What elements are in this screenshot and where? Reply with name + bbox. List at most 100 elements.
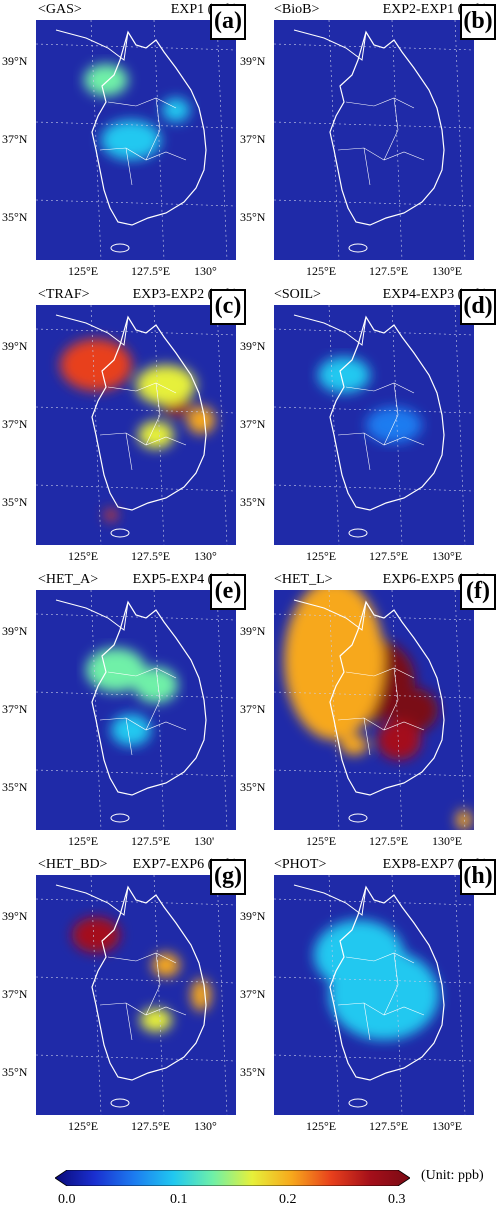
- longitude-label: 125°E: [68, 1119, 99, 1133]
- coastline: [293, 29, 367, 61]
- longitude-label: 130': [194, 834, 215, 848]
- graticule-parallel: [36, 1054, 236, 1062]
- latitude-label: 35°N: [2, 1065, 28, 1079]
- panel-f: <HET_L> EXP6-EXP5 (ppb) (f) 39°N 37°N 35°N…: [240, 570, 500, 855]
- colorbar-tick: 0.1: [170, 1192, 188, 1207]
- map-svg: [36, 875, 236, 1115]
- coastline: [329, 885, 445, 1081]
- panel-d: <SOIL> EXP4-EXP3 (ppb) (d) 39°N 37°N 35°N 1…: [240, 285, 500, 570]
- graticule-meridian: [391, 20, 403, 260]
- longitude-label: 130°E: [432, 264, 463, 278]
- latitude-label: 35°N: [2, 780, 28, 794]
- graticule-meridian: [454, 20, 466, 260]
- graticule-meridian: [454, 875, 466, 1115]
- graticule-parallel: [36, 976, 236, 984]
- longitude-label: 130°: [194, 549, 217, 563]
- longitude-label: 125°E: [306, 834, 337, 848]
- panel-scheme-label: <TRAF>: [38, 287, 90, 302]
- graticule-parallel: [274, 691, 474, 699]
- latitude-label: 39°N: [2, 624, 28, 638]
- province-boundary: [99, 382, 187, 471]
- panel-h: <PHOT> EXP8-EXP7 (ppb) (h) 39°N 37°N 35°N 1…: [240, 855, 500, 1140]
- jeju-island: [348, 1098, 368, 1108]
- latitude-label: 35°N: [240, 495, 266, 509]
- map-background: [36, 590, 236, 830]
- graticule-meridian: [90, 305, 102, 545]
- coastline: [91, 315, 207, 511]
- graticule-meridian: [391, 590, 403, 830]
- panel-letter: (h): [460, 859, 496, 895]
- graticule-parallel: [274, 484, 474, 492]
- panel-letter: (b): [460, 4, 496, 40]
- longitude-label: 125°E: [68, 834, 99, 848]
- concentration-hotspot: [111, 714, 151, 746]
- concentration-hotspot: [191, 979, 211, 1011]
- concentration-hotspot: [456, 810, 472, 830]
- panel-letter: (a): [210, 4, 246, 40]
- longitude-label: 127.5°E: [369, 549, 409, 563]
- longitude-label: 127.5°E: [131, 264, 171, 278]
- panel-scheme-label: <SOIL>: [274, 287, 321, 302]
- graticule-parallel: [36, 43, 236, 51]
- graticule-parallel: [36, 484, 236, 492]
- graticule-parallel: [36, 898, 236, 906]
- latitude-label: 39°N: [240, 339, 266, 353]
- graticule-meridian: [153, 875, 165, 1115]
- panel-g: <HET_BD> EXP7-EXP6 (ppb) (g) 39°N 37°N 35°…: [0, 855, 250, 1140]
- longitude-label: 127.5°E: [131, 834, 171, 848]
- graticule-meridian: [90, 20, 102, 260]
- longitude-label: 125°E: [306, 1119, 337, 1133]
- graticule-parallel: [274, 43, 474, 51]
- map-plot: [36, 305, 236, 545]
- map-plot: [274, 590, 474, 830]
- colorbar-tick: 0.0: [58, 1192, 76, 1207]
- coastline: [293, 599, 367, 631]
- panel-letter: (f): [460, 574, 496, 610]
- map-plot: [36, 590, 236, 830]
- graticule-parallel: [36, 691, 236, 699]
- latitude-label: 37°N: [240, 987, 266, 1001]
- graticule-meridian: [328, 875, 340, 1115]
- latitude-label: 37°N: [240, 132, 266, 146]
- latitude-label: 39°N: [240, 909, 266, 923]
- jeju-island: [348, 528, 368, 538]
- concentration-hotspot: [105, 509, 117, 521]
- latitude-label: 37°N: [2, 702, 28, 716]
- concentration-hotspot: [84, 64, 128, 96]
- coastline: [329, 30, 445, 226]
- latitude-label: 35°N: [2, 210, 28, 224]
- graticule-parallel: [274, 1054, 474, 1062]
- jeju-island: [110, 528, 130, 538]
- graticule-meridian: [90, 875, 102, 1115]
- panel-letter: (g): [210, 859, 246, 895]
- concentration-hotspot: [318, 357, 370, 393]
- latitude-label: 39°N: [2, 339, 28, 353]
- map-background: [274, 20, 474, 260]
- province-boundary: [337, 97, 425, 186]
- longitude-label: 130°: [194, 1119, 217, 1133]
- map-svg: [274, 590, 474, 830]
- graticule-meridian: [328, 590, 340, 830]
- concentration-hotspot: [187, 406, 215, 434]
- concentration-hotspot: [152, 953, 180, 977]
- coastline: [55, 314, 129, 346]
- graticule-parallel: [274, 121, 474, 129]
- longitude-label: 130°: [194, 264, 217, 278]
- concentration-hotspot: [366, 407, 422, 443]
- map-plot: [274, 875, 474, 1115]
- longitude-label: 125°E: [68, 264, 99, 278]
- map-plot: [274, 20, 474, 260]
- map-plot: [274, 305, 474, 545]
- province-boundary: [337, 382, 425, 471]
- latitude-label: 37°N: [2, 417, 28, 431]
- panel-scheme-label: <HET_L>: [274, 572, 333, 587]
- concentration-hotspot: [162, 98, 190, 122]
- longitude-label: 125°E: [306, 264, 337, 278]
- longitude-label: 130°E: [432, 834, 463, 848]
- graticule-parallel: [274, 898, 474, 906]
- concentration-hotspot: [138, 421, 174, 449]
- graticule-parallel: [36, 769, 236, 777]
- colorbar: [54, 1169, 411, 1187]
- graticule-meridian: [454, 305, 466, 545]
- longitude-label: 125°E: [68, 549, 99, 563]
